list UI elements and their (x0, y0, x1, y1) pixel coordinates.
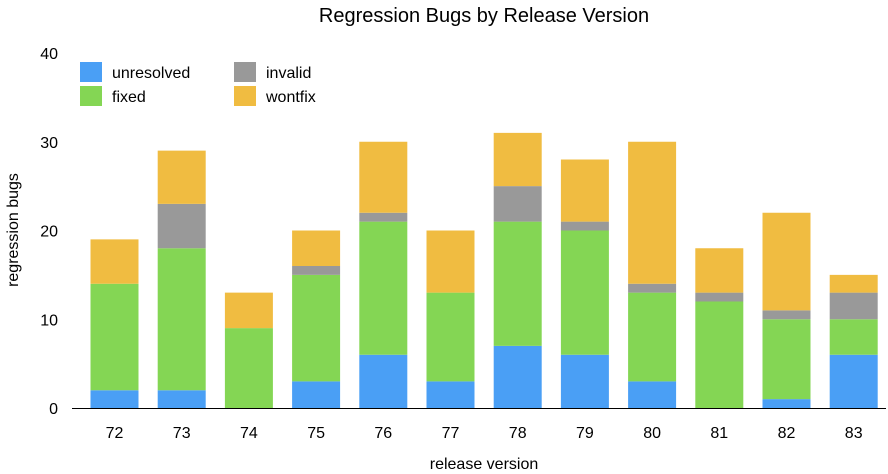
bar-segment-fixed-77 (426, 292, 475, 382)
bar-segment-fixed-72 (90, 283, 139, 391)
x-tick-label: 80 (643, 425, 661, 442)
bar-segment-fixed-73 (157, 248, 206, 391)
bar-segment-invalid-76 (359, 212, 408, 222)
y-tick-label: 30 (40, 135, 58, 152)
chart-title: Regression Bugs by Release Version (319, 5, 649, 27)
x-tick-label: 82 (778, 425, 796, 442)
bar-segment-wontfix-78 (493, 132, 542, 187)
bar-segment-unresolved-83 (829, 354, 878, 408)
x-tick-label: 75 (307, 425, 325, 442)
legend-swatch (80, 62, 102, 82)
y-tick-label: 40 (40, 46, 58, 63)
x-tick-label: 77 (442, 425, 460, 442)
bar-segment-unresolved-72 (90, 390, 139, 408)
bar-segment-wontfix-76 (359, 141, 408, 213)
bars-layer (90, 132, 878, 408)
bar-segment-unresolved-73 (157, 390, 206, 408)
bar-segment-unresolved-77 (426, 381, 475, 408)
legend-item-unresolved: unresolved (80, 62, 190, 82)
x-tick-label: 73 (173, 425, 191, 442)
bar-segment-wontfix-72 (90, 239, 139, 284)
legend-swatch (80, 86, 102, 106)
bar-segment-fixed-83 (829, 319, 878, 355)
bar-segment-invalid-73 (157, 203, 206, 249)
y-tick-label: 0 (49, 401, 58, 418)
bar-segment-unresolved-80 (628, 381, 677, 408)
bar-segment-fixed-78 (493, 221, 542, 346)
legend-swatch (234, 86, 256, 106)
bar-segment-invalid-83 (829, 292, 878, 320)
bar-segment-unresolved-82 (762, 399, 811, 408)
bar-segment-fixed-82 (762, 319, 811, 400)
legend-label: unresolved (112, 65, 190, 82)
bar-segment-unresolved-78 (493, 345, 542, 408)
bar-segment-wontfix-81 (695, 248, 744, 293)
legend-item-invalid: invalid (234, 62, 311, 82)
y-axis-ticks: 0 10 20 30 40 (40, 46, 58, 418)
bar-segment-invalid-81 (695, 292, 744, 302)
bar-segment-wontfix-82 (762, 212, 811, 311)
bar-segment-invalid-79 (560, 221, 609, 231)
legend-label: invalid (266, 65, 311, 82)
x-tick-label: 81 (710, 425, 728, 442)
bar-segment-unresolved-76 (359, 354, 408, 408)
y-tick-label: 20 (40, 224, 58, 241)
bar-segment-fixed-80 (628, 292, 677, 382)
x-tick-label: 76 (374, 425, 392, 442)
legend-label: fixed (112, 89, 146, 106)
legend-swatch (234, 62, 256, 82)
bar-segment-invalid-75 (292, 266, 341, 275)
bar-segment-fixed-79 (560, 230, 609, 355)
bar-segment-invalid-78 (493, 186, 542, 222)
bar-segment-unresolved-79 (560, 354, 609, 408)
x-tick-label: 79 (576, 425, 594, 442)
legend-label: wontfix (265, 89, 316, 106)
legend-item-fixed: fixed (80, 86, 146, 106)
x-axis-label: release version (430, 456, 539, 473)
x-tick-label: 83 (845, 425, 863, 442)
bar-segment-wontfix-83 (829, 274, 878, 293)
x-axis-ticks: 72 73 74 75 76 77 78 79 80 81 82 83 (106, 425, 863, 442)
legend: unresolved fixed invalid wontfix (80, 62, 316, 106)
bar-segment-unresolved-75 (292, 381, 341, 408)
bar-segment-wontfix-74 (224, 292, 273, 329)
bar-segment-invalid-82 (762, 310, 811, 320)
bar-segment-wontfix-77 (426, 230, 475, 293)
legend-item-wontfix: wontfix (234, 86, 316, 106)
bar-segment-fixed-75 (292, 274, 341, 382)
bar-segment-wontfix-80 (628, 141, 677, 284)
bar-segment-invalid-80 (628, 283, 677, 293)
x-tick-label: 72 (106, 425, 124, 442)
bar-segment-wontfix-75 (292, 230, 341, 266)
bar-segment-fixed-76 (359, 221, 408, 355)
bar-segment-wontfix-73 (157, 150, 206, 204)
y-axis-label: regression bugs (5, 173, 22, 287)
bar-segment-fixed-74 (224, 328, 273, 408)
bar-segment-wontfix-79 (560, 159, 609, 222)
bar-segment-fixed-81 (695, 301, 744, 408)
x-tick-label: 78 (509, 425, 527, 442)
x-tick-label: 74 (240, 425, 258, 442)
y-tick-label: 10 (40, 312, 58, 329)
